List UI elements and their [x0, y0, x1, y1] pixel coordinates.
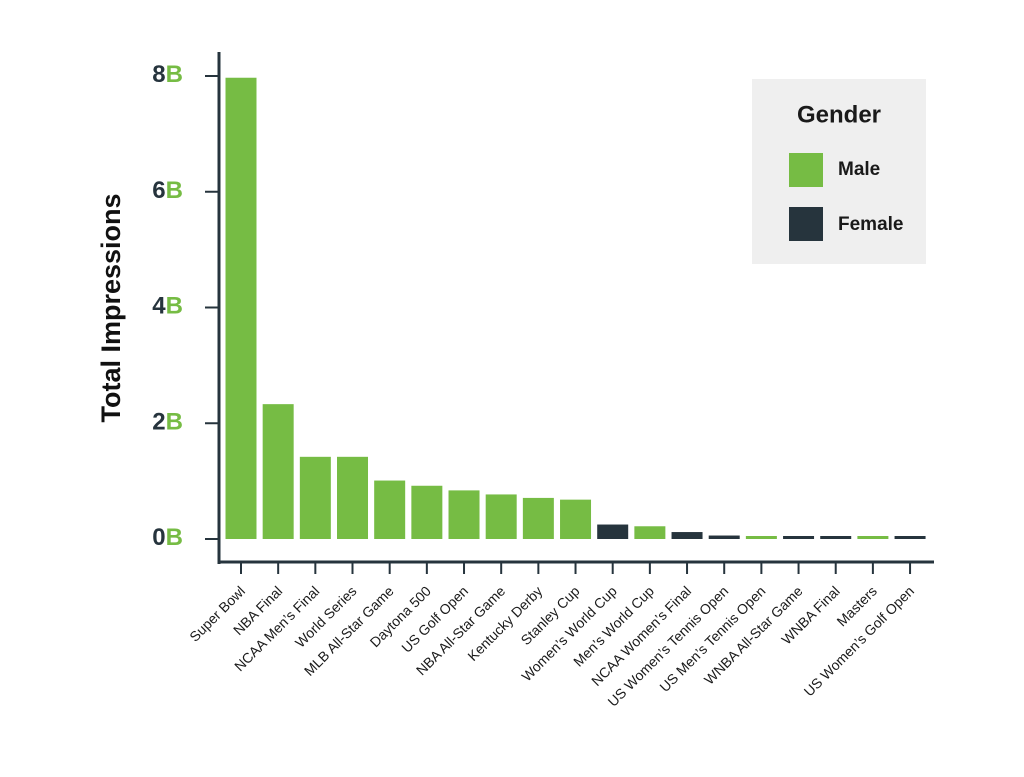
bar — [374, 480, 406, 539]
bar — [820, 536, 852, 539]
y-tick-number: 0 — [152, 524, 165, 551]
y-axis-title: Total Impressions — [96, 193, 126, 422]
bar — [857, 536, 889, 539]
bar — [671, 532, 703, 539]
bar — [299, 456, 331, 539]
y-tick-number: 8 — [152, 61, 165, 88]
y-tick-number: 4 — [152, 293, 166, 320]
y-tick-unit: B — [166, 409, 183, 436]
y-tick-number: 2 — [152, 409, 165, 436]
legend-swatch-female — [789, 207, 823, 241]
bar — [522, 497, 554, 539]
legend-swatch-male — [789, 153, 823, 187]
y-tick-unit: B — [166, 293, 183, 320]
bar — [894, 536, 926, 539]
bar — [597, 524, 629, 539]
bar — [225, 77, 257, 539]
bar — [337, 456, 369, 539]
y-tick-label: 8B — [152, 61, 183, 88]
y-tick-unit: B — [166, 177, 183, 204]
y-tick-unit: B — [166, 61, 183, 88]
bar — [745, 536, 777, 539]
bar — [448, 490, 480, 539]
bar — [634, 526, 666, 539]
legend-label-male: Male — [838, 159, 880, 180]
y-tick-label: 0B — [152, 524, 183, 551]
y-tick-number: 6 — [152, 177, 165, 204]
bar — [485, 494, 517, 539]
bar — [560, 499, 592, 539]
legend-background — [752, 79, 926, 264]
bars — [225, 77, 926, 539]
y-tick-label: 6B — [152, 177, 183, 204]
bar — [262, 404, 294, 539]
bar — [411, 485, 443, 539]
y-tick-label: 4B — [152, 293, 183, 320]
legend-title: Gender — [797, 101, 881, 128]
y-tick-label: 2B — [152, 409, 183, 436]
bar — [708, 535, 740, 539]
bar — [783, 536, 815, 539]
legend: Gender Male Female — [752, 79, 926, 264]
legend-label-female: Female — [838, 214, 903, 235]
y-tick-unit: B — [166, 524, 183, 551]
